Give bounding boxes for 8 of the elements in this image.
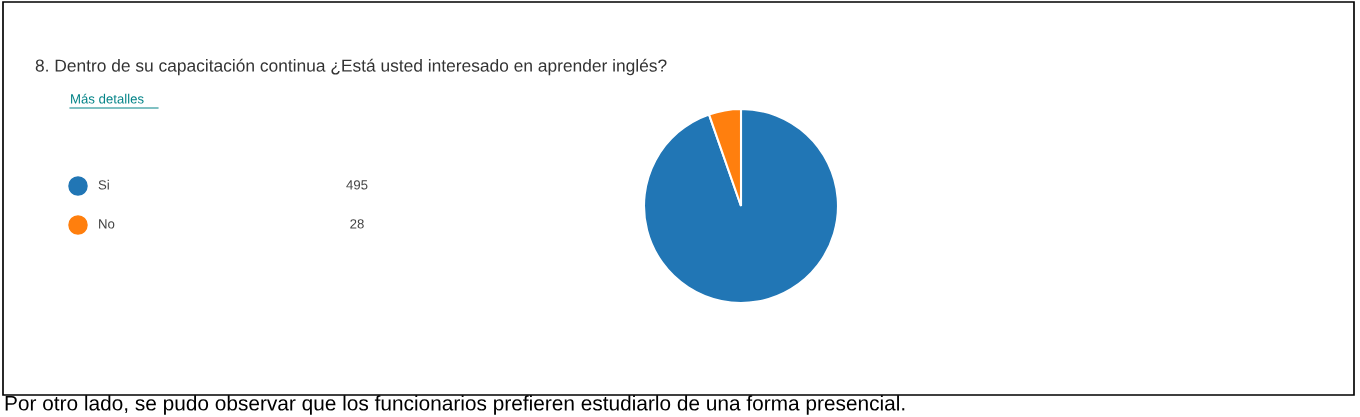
legend-label: No <box>99 219 115 229</box>
text: Más detalles <box>71 93 144 104</box>
data-label: 495 <box>346 180 368 190</box>
data-label: 28 <box>350 219 364 229</box>
text: Por otro lado, se pudo observar que los funcionarios prefieren estudiarlo de una forma presencial. <box>5 395 905 415</box>
chart-title: 8. Dentro de su capacitación continua ¿Está usted interesado en aprender inglés? <box>35 58 667 76</box>
pie-slice <box>642 107 840 305</box>
legend-label: Si <box>98 179 109 190</box>
